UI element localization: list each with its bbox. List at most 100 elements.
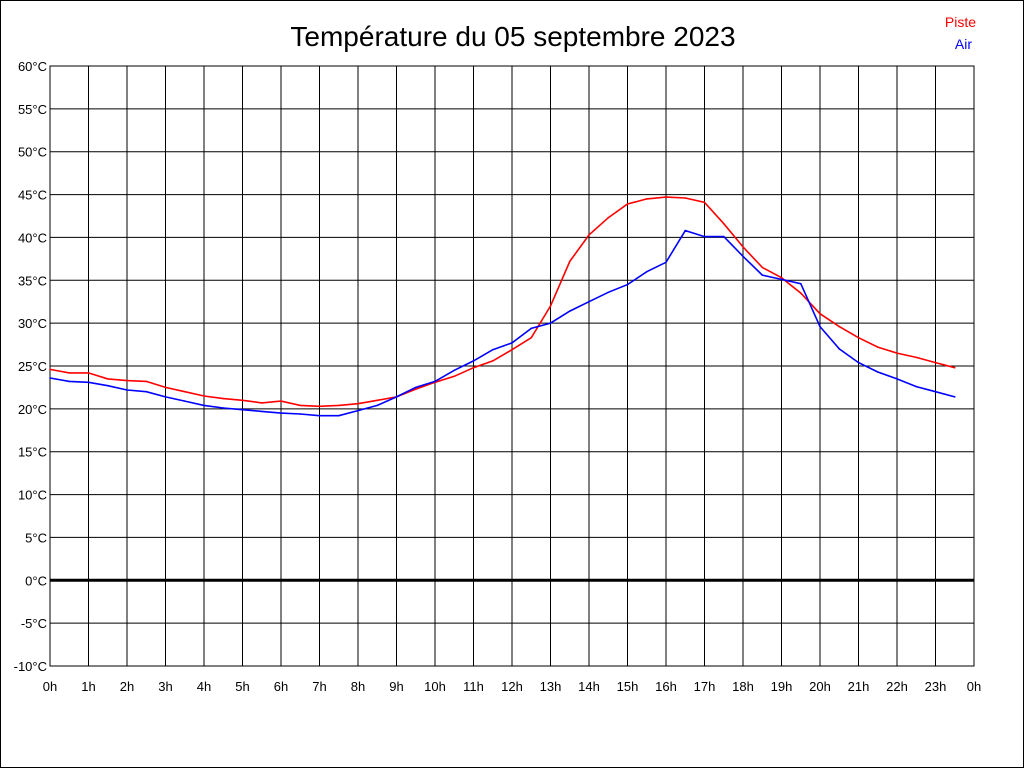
- y-tick-label: 20°C: [18, 402, 47, 417]
- data-point-air: [607, 291, 610, 294]
- x-tick-label: 11h: [463, 679, 484, 694]
- x-tick-label: 22h: [886, 679, 908, 694]
- data-point-air: [934, 390, 937, 393]
- y-tick-label: -5°C: [21, 616, 47, 631]
- data-point-piste: [568, 260, 571, 263]
- data-point-piste: [799, 292, 802, 294]
- y-tick-label: 10°C: [18, 488, 47, 503]
- data-point-piste: [742, 246, 744, 248]
- data-point-piste: [876, 346, 879, 348]
- x-tick-label: 16h: [655, 679, 677, 694]
- x-tick-label: 6h: [274, 679, 288, 694]
- x-tick-label: 5h: [235, 679, 249, 694]
- data-point-air: [472, 360, 475, 362]
- data-point-air: [799, 282, 802, 285]
- y-tick-label: 50°C: [18, 145, 47, 160]
- data-point-air: [434, 380, 436, 383]
- x-tick-label: 15h: [617, 679, 639, 694]
- x-tick-label: 0h: [43, 679, 57, 694]
- x-tick-label: 21h: [848, 679, 870, 694]
- data-point-air: [241, 408, 244, 411]
- data-point-air: [126, 389, 128, 391]
- data-point-air: [164, 396, 167, 398]
- data-point-piste: [607, 216, 610, 219]
- data-point-air: [376, 404, 379, 407]
- data-point-piste: [626, 203, 629, 205]
- data-point-piste: [299, 404, 302, 407]
- y-tick-label: 55°C: [18, 102, 47, 117]
- x-tick-label: 1h: [81, 679, 95, 694]
- data-point-air: [453, 369, 456, 372]
- x-tick-label: 14h: [578, 679, 600, 694]
- data-point-air: [337, 414, 340, 417]
- data-point-piste: [337, 404, 340, 407]
- data-point-piste: [453, 375, 456, 378]
- x-tick-label: 17h: [694, 679, 716, 694]
- data-point-piste: [68, 372, 71, 374]
- data-point-air: [703, 235, 706, 238]
- data-point-piste: [376, 399, 379, 402]
- data-point-piste: [915, 356, 918, 359]
- data-point-piste: [953, 366, 956, 369]
- data-point-piste: [260, 402, 263, 404]
- data-point-piste: [511, 348, 513, 351]
- data-point-air: [530, 327, 533, 330]
- data-point-piste: [87, 372, 90, 374]
- x-tick-label: 20h: [809, 679, 831, 694]
- data-point-piste: [164, 386, 167, 389]
- chart-title: Température du 05 septembre 2023: [290, 21, 735, 52]
- data-point-piste: [49, 368, 51, 371]
- data-point-air: [588, 300, 590, 303]
- y-tick-label: 25°C: [18, 359, 47, 374]
- x-tick-label: 0h: [967, 679, 981, 694]
- legend-air: Air: [955, 36, 972, 52]
- data-point-piste: [106, 378, 109, 380]
- data-point-piste: [588, 234, 590, 236]
- data-point-air: [511, 342, 513, 344]
- data-point-air: [838, 348, 841, 350]
- data-point-air: [761, 274, 764, 276]
- data-point-piste: [780, 276, 783, 279]
- y-tick-label: -10°C: [14, 659, 47, 674]
- data-point-piste: [222, 397, 225, 400]
- data-point-air: [549, 322, 552, 324]
- data-point-air: [491, 348, 494, 351]
- data-point-air: [645, 270, 648, 273]
- series-line-piste: [49, 196, 956, 408]
- data-point-air: [106, 384, 109, 387]
- data-point-air: [665, 261, 667, 264]
- data-point-piste: [280, 400, 282, 402]
- data-point-piste: [684, 197, 687, 199]
- y-tick-label: 60°C: [18, 59, 47, 74]
- y-tick-label: 45°C: [18, 188, 47, 203]
- data-point-air: [260, 410, 263, 413]
- legend-piste: Piste: [945, 14, 976, 30]
- data-point-air: [742, 255, 744, 258]
- data-point-air: [183, 400, 186, 402]
- data-point-piste: [203, 395, 205, 397]
- data-point-air: [896, 378, 898, 380]
- data-point-piste: [241, 399, 244, 402]
- data-point-piste: [665, 196, 667, 198]
- data-point-air: [87, 381, 90, 384]
- x-tick-label: 19h: [771, 679, 793, 694]
- data-point-piste: [645, 198, 648, 200]
- data-point-air: [857, 361, 860, 364]
- data-point-air: [357, 409, 359, 412]
- data-point-air: [684, 229, 687, 232]
- data-point-piste: [934, 361, 937, 364]
- data-point-piste: [472, 366, 475, 369]
- y-tick-label: 0°C: [25, 573, 47, 588]
- series-line-air: [49, 229, 956, 417]
- y-tick-label: 5°C: [25, 530, 47, 545]
- y-tick-label: 15°C: [18, 445, 47, 460]
- data-point-piste: [126, 379, 128, 382]
- data-point-air: [626, 283, 629, 286]
- data-point-air: [222, 407, 225, 409]
- data-point-piste: [183, 390, 186, 393]
- data-point-piste: [896, 352, 898, 354]
- x-tick-label: 4h: [197, 679, 211, 694]
- data-point-air: [819, 325, 821, 328]
